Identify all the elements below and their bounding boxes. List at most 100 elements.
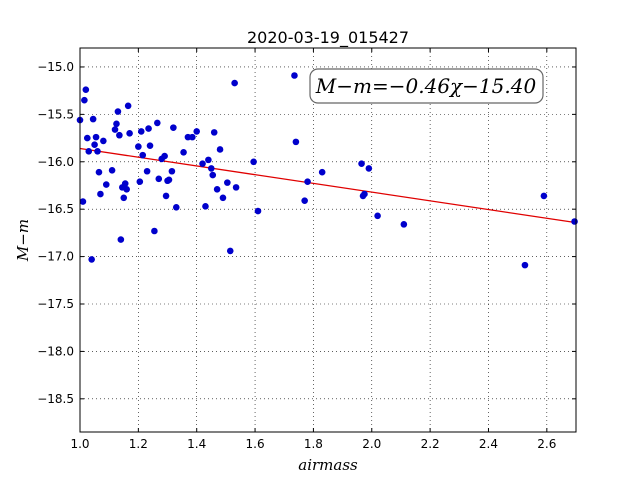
- x-axis-label: airmass: [298, 456, 358, 474]
- data-point: [231, 79, 238, 87]
- data-point: [213, 185, 221, 193]
- data-point: [81, 96, 88, 104]
- data-point: [254, 207, 262, 215]
- data-point: [205, 156, 212, 164]
- data-point: [94, 148, 101, 155]
- data-point: [154, 119, 161, 127]
- y-axis-label: M−m: [14, 219, 32, 262]
- data-point: [145, 125, 152, 132]
- data-point: [172, 203, 180, 211]
- data-point: [95, 168, 103, 176]
- data-point: [120, 194, 128, 202]
- data-point: [301, 197, 308, 204]
- data-point: [189, 133, 196, 141]
- data-point: [83, 134, 91, 142]
- x-tick-label: 1.2: [129, 437, 148, 451]
- annotation-box: [309, 68, 544, 104]
- y-tick-label: −18.5: [37, 392, 74, 406]
- data-point: [137, 128, 145, 135]
- data-point: [216, 146, 224, 153]
- x-tick-label: 1.4: [187, 437, 206, 451]
- data-point: [571, 218, 578, 225]
- x-tick-label: 2.6: [537, 437, 556, 451]
- y-tick-label: −16.5: [37, 202, 74, 216]
- data-point: [291, 72, 298, 79]
- data-point: [304, 178, 311, 185]
- data-point: [79, 198, 87, 205]
- chart-title: 2020-03-19_015427: [247, 28, 409, 48]
- data-point: [116, 131, 123, 139]
- x-tick-label: 1.0: [70, 437, 89, 451]
- data-point: [88, 256, 95, 263]
- data-point: [207, 165, 215, 172]
- grid: [79, 48, 576, 432]
- data-point: [155, 175, 163, 183]
- data-point: [146, 142, 154, 149]
- data-point: [92, 133, 100, 141]
- data-point: [180, 148, 187, 156]
- data-point: [82, 86, 90, 94]
- data-point: [143, 167, 151, 175]
- data-point: [139, 151, 147, 159]
- x-tick-label: 1.8: [304, 437, 323, 451]
- data-point: [108, 167, 116, 174]
- data-point: [374, 212, 381, 220]
- data-point: [151, 227, 158, 235]
- y-tick-label: −17.0: [37, 250, 74, 264]
- data-point: [114, 108, 122, 115]
- data-point: [123, 185, 130, 193]
- y-tick-label: −17.5: [37, 297, 74, 311]
- y-tick-label: −15.0: [37, 60, 74, 74]
- x-tick-labels: 1.0 1.2 1.4 1.6 1.8 2.0 2.2 2.4 2.6: [70, 437, 556, 451]
- data-point: [121, 180, 129, 187]
- data-point: [168, 167, 176, 175]
- data-point: [250, 158, 257, 166]
- data-point: [199, 160, 206, 167]
- data-point: [361, 190, 368, 198]
- data-point: [126, 130, 133, 137]
- data-point: [232, 184, 240, 191]
- x-tick-label: 2.0: [362, 437, 381, 451]
- data-point: [170, 124, 177, 131]
- data-point: [113, 120, 120, 128]
- data-point: [111, 126, 119, 133]
- data-point: [161, 152, 168, 160]
- data-point: [521, 261, 529, 269]
- fit-equation: M−m=−0.46χ−15.40: [315, 74, 537, 98]
- y-tick-labels: −15.0 −15.5 −16.0 −16.5 −17.0 −17.5 −18.0 −18.5: [37, 60, 74, 406]
- data-point: [219, 194, 227, 202]
- fit-annotation: M−m=−0.46χ−15.40: [309, 68, 544, 104]
- data-point: [91, 141, 98, 149]
- data-point: [136, 178, 144, 185]
- x-tick-label: 2.4: [479, 437, 498, 451]
- data-point: [209, 171, 217, 179]
- data-point: [102, 181, 110, 188]
- x-tick-label: 2.2: [421, 437, 440, 451]
- x-tick-label: 1.6: [246, 437, 265, 451]
- data-point: [210, 129, 218, 136]
- data-point: [117, 236, 125, 243]
- data-point: [89, 115, 97, 123]
- data-point: [292, 138, 300, 146]
- data-point: [135, 143, 142, 150]
- y-tick-label: −16.0: [37, 155, 74, 169]
- ticks: [79, 48, 576, 432]
- data-point: [100, 137, 107, 145]
- data-point: [97, 190, 104, 198]
- data-point: [540, 192, 548, 200]
- data-point: [318, 168, 326, 176]
- data-point: [162, 192, 170, 200]
- data-point: [202, 203, 209, 210]
- data-point: [400, 221, 408, 228]
- fit-line-group: [79, 147, 577, 224]
- y-tick-label: −18.0: [37, 344, 74, 358]
- data-point: [85, 148, 93, 155]
- data-point: [124, 102, 132, 110]
- data-point: [365, 165, 373, 172]
- y-tick-label: −15.5: [37, 107, 74, 121]
- data-point: [165, 176, 173, 184]
- data-point: [358, 160, 365, 167]
- plot-frame: [79, 47, 577, 433]
- data-point: [224, 179, 231, 186]
